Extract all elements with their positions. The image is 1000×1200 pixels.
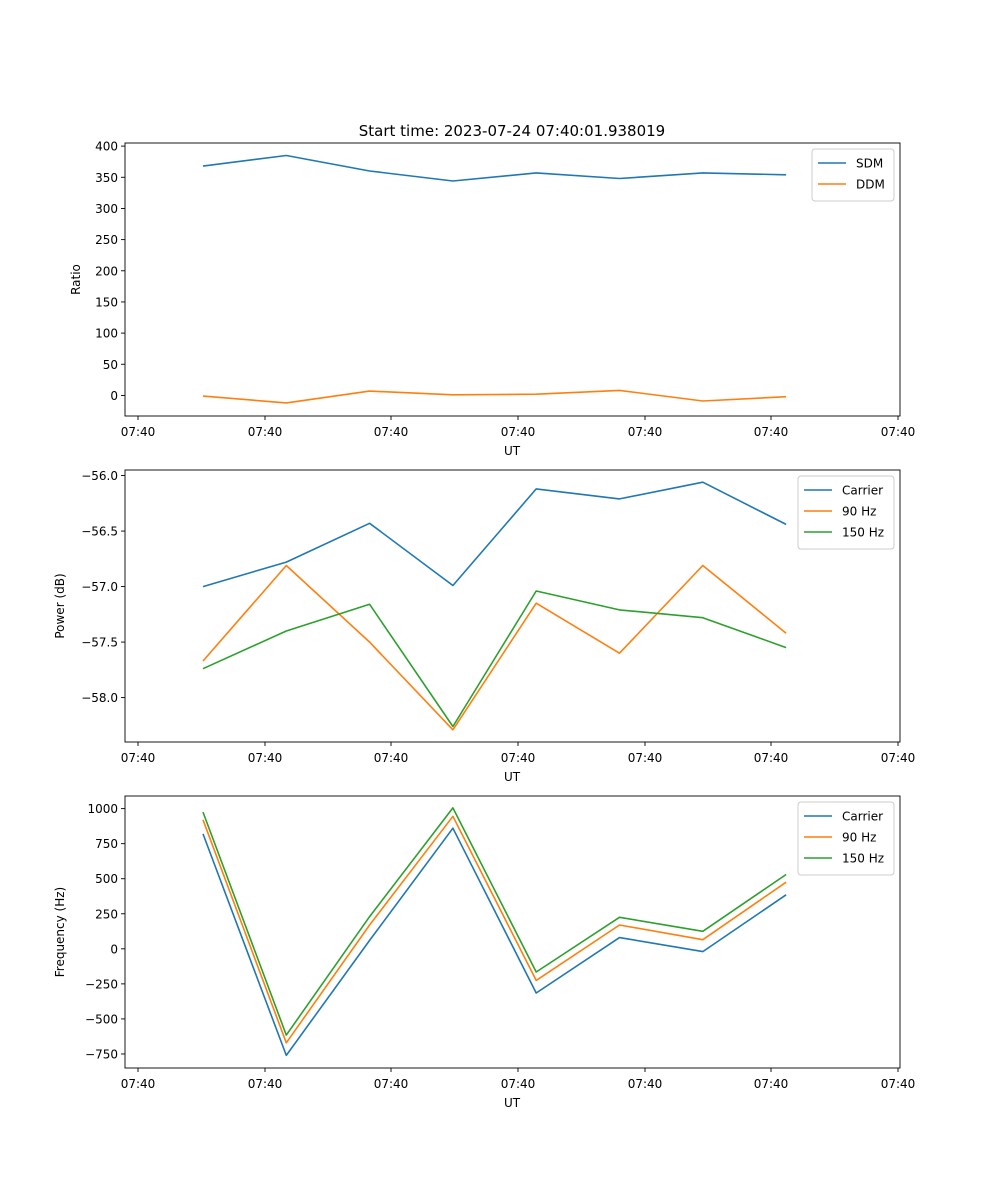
legend: Carrier 90 Hz 150 Hz	[797, 475, 895, 550]
y-tick-label: −750	[85, 1047, 118, 1061]
x-tick-label: 07:40	[881, 751, 916, 765]
y-axis-label: Ratio	[69, 264, 83, 295]
legend-label: 150 Hz	[842, 526, 884, 540]
y-tick-label: −250	[85, 977, 118, 991]
legend-box	[797, 801, 895, 876]
y-tick-label: −500	[85, 1012, 118, 1026]
x-tick-label: 07:40	[501, 751, 536, 765]
x-tick-label: 07:40	[121, 425, 156, 439]
x-tick-label: 07:40	[501, 425, 536, 439]
legend-label: Carrier	[842, 484, 883, 498]
axes-frame	[124, 469, 901, 743]
series-line-90-hz	[202, 564, 787, 731]
y-tick-label: −57.0	[81, 580, 118, 594]
y-tick-label: 150	[95, 295, 118, 309]
x-tick-label: 07:40	[374, 751, 409, 765]
x-tick-label: 07:40	[121, 1077, 156, 1091]
y-tick-label: 100	[95, 327, 118, 341]
legend-label: DDM	[856, 178, 885, 192]
y-tick-label: −58.0	[81, 691, 118, 705]
x-tick-label: 07:40	[248, 425, 283, 439]
series-line-ddm	[202, 389, 787, 404]
y-tick-label: 750	[95, 837, 118, 851]
series-line-90-hz	[202, 815, 787, 1044]
series-line-carrier	[202, 481, 787, 588]
series-line-sdm	[202, 154, 787, 182]
legend-label: Carrier	[842, 810, 883, 824]
legend: SDM DDM	[811, 148, 895, 202]
subplot-3: −750 −500 −250 0 250 500 750 1000 07:40 07:40 07:4…	[53, 795, 916, 1110]
y-tick-label: 50	[103, 358, 118, 372]
legend-box	[797, 475, 895, 550]
x-tick-label: 07:40	[881, 1077, 916, 1091]
x-axis-label: UT	[504, 444, 521, 458]
x-tick-label: 07:40	[754, 425, 789, 439]
y-tick-label: 300	[95, 202, 118, 216]
x-tick-label: 07:40	[628, 751, 663, 765]
subplot-1: 0 50 100 150 200 250 300 350 400 07:40 07:40 07:40 0…	[69, 140, 915, 458]
y-tick-label: 200	[95, 264, 118, 278]
legend-label: 90 Hz	[842, 831, 876, 845]
y-tick-label: 350	[95, 171, 118, 185]
y-tick-label: −56.0	[81, 469, 118, 483]
legend-box	[811, 148, 895, 202]
x-tick-label: 07:40	[881, 425, 916, 439]
x-axis-label: UT	[504, 1096, 521, 1110]
x-tick-label: 07:40	[374, 1077, 409, 1091]
x-tick-label: 07:40	[121, 751, 156, 765]
x-tick-label: 07:40	[374, 425, 409, 439]
subplots: 0 50 100 150 200 250 300 350 400 07:40 07:40 07:40 0…	[53, 140, 915, 1110]
y-tick-label: 400	[95, 140, 118, 154]
y-axis-label: Power (dB)	[53, 573, 67, 638]
y-tick-label: 250	[95, 233, 118, 247]
x-tick-label: 07:40	[248, 1077, 283, 1091]
y-tick-label: −56.5	[81, 525, 118, 539]
y-tick-label: 250	[95, 907, 118, 921]
x-tick-label: 07:40	[754, 1077, 789, 1091]
x-axis-label: UT	[504, 770, 521, 784]
subplot-2: −58.0 −57.5 −57.0 −56.5 −56.0 07:40 07:40 07:40…	[53, 469, 915, 784]
y-tick-label: 0	[110, 389, 118, 403]
y-tick-label: 500	[95, 872, 118, 886]
series-line-150-hz	[202, 590, 787, 728]
x-tick-label: 07:40	[754, 751, 789, 765]
x-tick-label: 07:40	[501, 1077, 536, 1091]
x-tick-label: 07:40	[628, 1077, 663, 1091]
y-tick-label: 1000	[87, 802, 118, 816]
series-line-carrier	[202, 827, 787, 1057]
y-axis-label: Frequency (Hz)	[53, 887, 67, 978]
legend: Carrier 90 Hz 150 Hz	[797, 801, 895, 876]
axes-frame	[124, 795, 901, 1069]
legend-label: 90 Hz	[842, 505, 876, 519]
axes-frame	[124, 142, 901, 417]
y-tick-label: −57.5	[81, 636, 118, 650]
x-tick-label: 07:40	[628, 425, 663, 439]
x-tick-label: 07:40	[248, 751, 283, 765]
chart-title: Start time: 2023-07-24 07:40:01.938019	[359, 122, 665, 140]
y-tick-label: 0	[110, 942, 118, 956]
legend-label: SDM	[856, 157, 883, 171]
legend-label: 150 Hz	[842, 852, 884, 866]
series-line-150-hz	[202, 807, 787, 1036]
